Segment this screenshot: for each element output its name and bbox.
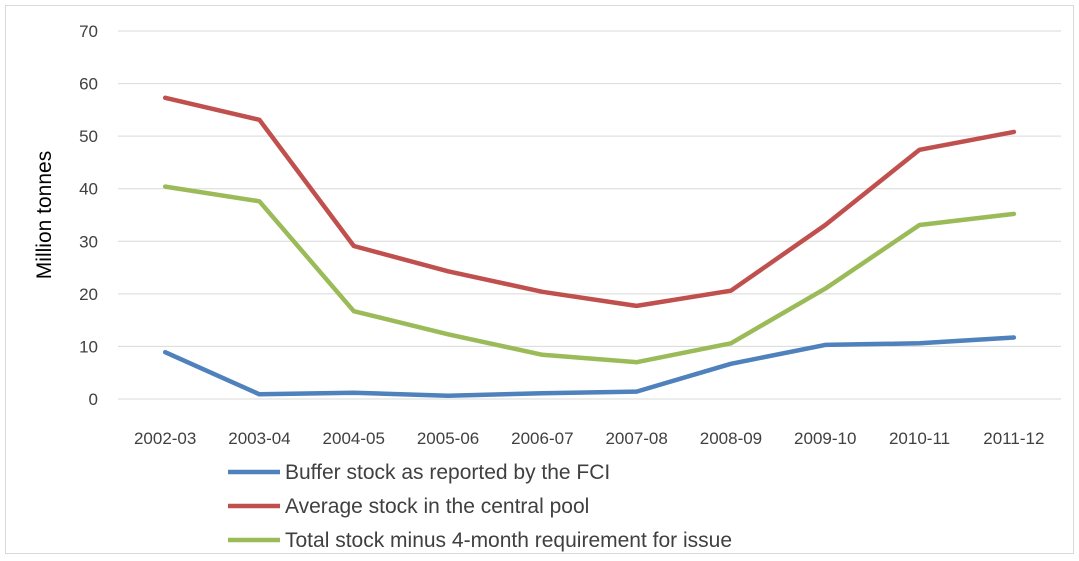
series-line-1 <box>162 335 1017 399</box>
series-line-3 <box>162 184 1017 365</box>
gridlines <box>118 30 1061 400</box>
x-tick-label: 2002-03 <box>134 429 196 448</box>
y-tick-label: 30 <box>79 232 98 251</box>
legend-label: Buffer stock as reported by the FCI <box>285 461 610 484</box>
y-tick-label: 40 <box>79 180 98 199</box>
series-lines <box>162 95 1017 399</box>
x-tick-label: 2010-11 <box>889 429 950 448</box>
legend-label: Average stock in the central pool <box>285 495 589 518</box>
y-tick-label: 0 <box>89 390 98 409</box>
y-tick-label: 50 <box>79 127 98 146</box>
x-axis-ticks: 2002-03 2003-04 2004-05 2005-06 2006-07 2007-… <box>134 429 1044 448</box>
x-tick-label: 2004-05 <box>323 429 385 448</box>
chart-frame <box>5 5 1074 554</box>
y-tick-label: 10 <box>79 337 98 356</box>
y-axis-ticks: 0 10 20 30 40 50 60 70 <box>79 22 98 409</box>
legend: Buffer stock as reported by the FCI Avera… <box>228 461 732 552</box>
x-tick-label: 2008-09 <box>700 429 762 448</box>
y-tick-label: 70 <box>79 22 98 41</box>
y-tick-label: 60 <box>79 75 98 94</box>
series-line-2 <box>162 95 1017 309</box>
legend-label: Total stock minus 4-month requirement fo… <box>285 529 732 552</box>
y-axis-title: Million tonnes <box>33 151 56 279</box>
x-tick-label: 2011-12 <box>983 429 1044 448</box>
x-tick-label: 2007-08 <box>605 429 667 448</box>
y-tick-label: 20 <box>79 285 98 304</box>
x-tick-label: 2006-07 <box>511 429 573 448</box>
x-tick-label: 2009-10 <box>794 429 856 448</box>
x-tick-label: 2003-04 <box>228 429 290 448</box>
x-tick-label: 2005-06 <box>417 429 479 448</box>
